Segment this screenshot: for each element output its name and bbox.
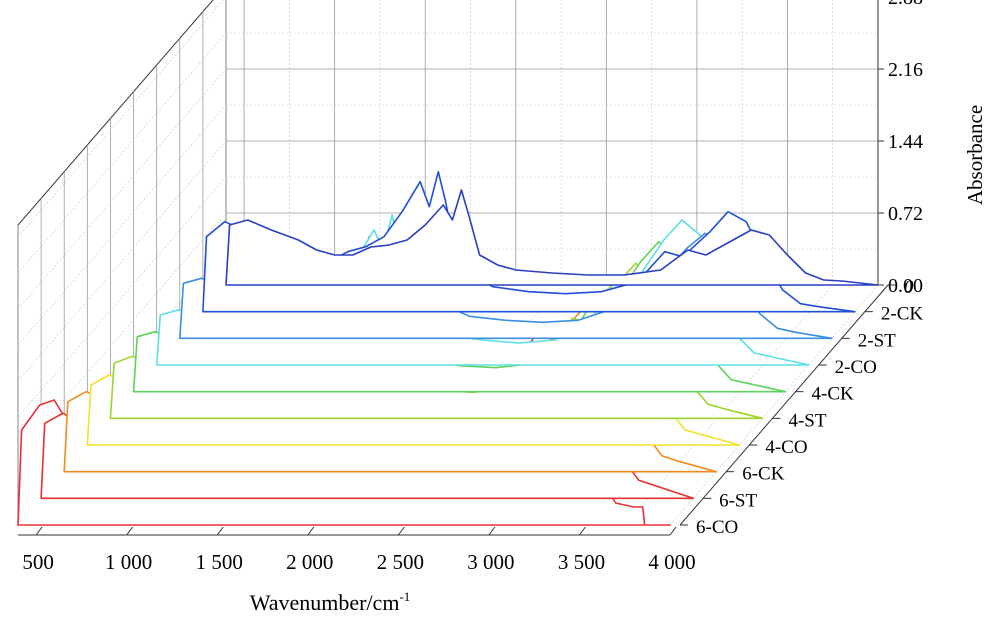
z-tick-label: 0.72 bbox=[888, 203, 923, 225]
x-tick-mark bbox=[669, 526, 677, 536]
x-tick-label: 2 000 bbox=[286, 550, 333, 574]
series-layer bbox=[17, 170, 879, 526]
x-axis-label: Wavenumber/cm-1 bbox=[250, 589, 411, 615]
x-tick-label: 3 000 bbox=[467, 550, 514, 574]
floor-grid bbox=[669, 284, 879, 526]
y-tick-label: 4-CO bbox=[765, 437, 807, 458]
y-tick-label: 6-CO bbox=[696, 517, 738, 538]
x-tick-mark bbox=[35, 526, 43, 536]
left-grid-h bbox=[17, 0, 224, 238]
x-tick-mark bbox=[307, 526, 315, 536]
y-tick-label: 0 bbox=[904, 277, 914, 298]
left-grid-h bbox=[17, 176, 227, 418]
x-tick-mark bbox=[216, 526, 224, 536]
z-tick-label: 2.88 bbox=[888, 0, 923, 9]
left-grid-h bbox=[17, 104, 227, 346]
x-tick-label: 3 500 bbox=[558, 550, 605, 574]
z-tick-label: 1.44 bbox=[888, 131, 923, 153]
y-tick-label: 2-CK bbox=[881, 304, 924, 325]
y-tick-label: 6-CK bbox=[742, 464, 785, 485]
y-tick-label: 4-CK bbox=[812, 384, 855, 405]
x-tick-label: 1 500 bbox=[196, 550, 243, 574]
x-tick-mark bbox=[579, 526, 586, 536]
y-tick-label: 2-ST bbox=[858, 330, 896, 351]
x-tick-label: 500 bbox=[22, 550, 54, 574]
x-tick-label: 2 500 bbox=[377, 550, 424, 574]
y-axis-line bbox=[679, 284, 889, 526]
back-wall bbox=[225, 0, 879, 286]
axes-layer: 500 1 000 1 500 2 000 2 500 3 000 3 500 4 0006-… bbox=[18, 0, 923, 574]
series-line-6-co bbox=[225, 189, 879, 286]
y-tick-label: 6-ST bbox=[719, 490, 757, 511]
left-grid-h bbox=[17, 32, 227, 274]
x-tick-mark bbox=[126, 526, 134, 536]
x-tick-label: 4 000 bbox=[648, 550, 695, 574]
left-grid-h bbox=[17, 68, 227, 310]
floor-grid bbox=[624, 284, 833, 526]
z-tick-label: 0.00 bbox=[888, 275, 923, 297]
left-grid-h bbox=[17, 140, 227, 382]
x-tick-mark bbox=[488, 526, 496, 536]
y-tick-label: 2-CO bbox=[835, 357, 877, 378]
x-tick-label: 1 000 bbox=[105, 550, 152, 574]
x-tick-mark bbox=[397, 526, 405, 536]
z-tick-label: 2.16 bbox=[888, 59, 923, 81]
z-axis-label: Absorbance bbox=[963, 105, 987, 205]
y-tick-label: 4-ST bbox=[788, 410, 826, 431]
